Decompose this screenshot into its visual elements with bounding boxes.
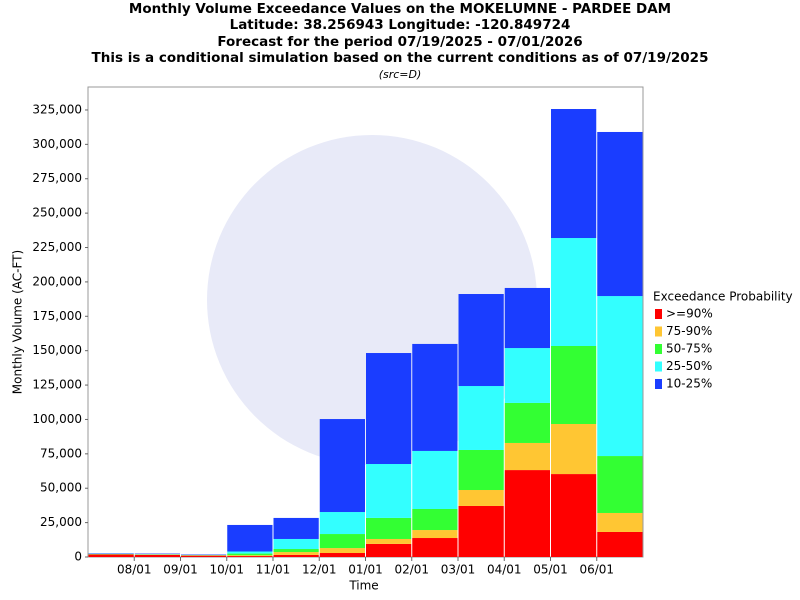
legend-swatch xyxy=(655,309,662,319)
y-tick-label: 250,000 xyxy=(32,206,82,220)
bar-segment xyxy=(88,554,134,557)
bar-segment xyxy=(412,343,458,451)
bar-segment xyxy=(412,508,458,531)
bar-segment xyxy=(366,517,412,539)
bar-segment xyxy=(458,386,504,450)
bar-segment xyxy=(458,490,504,506)
chart-title: Monthly Volume Exceedance Values on the … xyxy=(129,1,671,17)
bar-segment xyxy=(227,553,273,556)
bar-segment xyxy=(227,524,273,552)
legend-label: 10-25% xyxy=(666,377,712,391)
y-tick-label: 125,000 xyxy=(32,378,82,392)
y-tick-label: 275,000 xyxy=(32,171,82,185)
bar-segment xyxy=(551,238,597,347)
subtitle: Forecast for the period 07/19/2025 - 07/… xyxy=(217,34,582,50)
bar-segment xyxy=(458,449,504,491)
x-tick-label: 11/01 xyxy=(256,563,291,577)
y-tick-label: 0 xyxy=(74,550,82,564)
x-tick-label: 01/01 xyxy=(348,563,383,577)
bar-segment xyxy=(319,553,365,557)
legend-swatch xyxy=(655,326,662,337)
bar-segment xyxy=(412,450,458,509)
x-tick-label: 05/01 xyxy=(533,563,568,577)
bar-segment xyxy=(597,531,643,557)
bar-segment xyxy=(227,556,273,557)
y-tick-label: 100,000 xyxy=(32,412,82,426)
bar-segment xyxy=(597,296,643,457)
legend-label: 50-75% xyxy=(666,342,712,356)
bar-segment xyxy=(504,287,550,349)
x-tick-label: 06/01 xyxy=(579,563,614,577)
bar-segment xyxy=(597,131,643,297)
legend-label: >=90% xyxy=(666,307,713,321)
bar-segment xyxy=(504,348,550,403)
legend-label: 25-50% xyxy=(666,359,712,373)
legend-swatch xyxy=(655,361,662,372)
bar-segment xyxy=(134,554,180,557)
bar-segment xyxy=(319,534,365,549)
bar-segment xyxy=(458,294,504,387)
bar-segment xyxy=(227,551,273,554)
subtitle: Latitude: 38.256943 Longitude: -120.8497… xyxy=(230,17,571,33)
bar-segment xyxy=(273,517,319,539)
bar-segment xyxy=(181,555,227,557)
bar-segment xyxy=(412,530,458,539)
x-tick-label: 09/01 xyxy=(163,563,198,577)
x-tick-label: 02/01 xyxy=(394,563,429,577)
bar-segment xyxy=(273,554,319,557)
bar-segment xyxy=(319,548,365,554)
bar-segment xyxy=(366,464,412,518)
x-tick-label: 10/01 xyxy=(209,563,244,577)
bar-segment xyxy=(273,552,319,555)
legend-label: 75-90% xyxy=(666,324,712,338)
bar-segment xyxy=(504,402,550,443)
y-tick-label: 50,000 xyxy=(40,481,82,495)
bar-segment xyxy=(551,423,597,475)
bar-segment xyxy=(551,109,597,239)
x-tick-label: 03/01 xyxy=(441,563,476,577)
x-tick-label: 08/01 xyxy=(117,563,152,577)
x-tick-label: 04/01 xyxy=(487,563,522,577)
bar-segment xyxy=(458,505,504,557)
legend-title: Exceedance Probability xyxy=(653,290,793,304)
legend-swatch xyxy=(655,379,662,389)
bar-segment xyxy=(597,456,643,513)
bar-segment xyxy=(412,538,458,557)
y-axis-label: Monthly Volume (AC-FT) xyxy=(11,250,25,394)
bar-segment xyxy=(366,543,412,557)
source-note: (src=D) xyxy=(379,68,422,81)
bar-segment xyxy=(366,353,412,465)
subtitle: This is a conditional simulation based o… xyxy=(92,50,709,66)
y-tick-label: 200,000 xyxy=(32,274,82,288)
bar-segment xyxy=(319,512,365,535)
y-tick-label: 25,000 xyxy=(40,515,82,529)
x-tick-label: 12/01 xyxy=(302,563,337,577)
y-tick-label: 325,000 xyxy=(32,102,82,116)
y-tick-label: 75,000 xyxy=(40,446,82,460)
x-axis-label: Time xyxy=(348,579,378,593)
y-tick-label: 175,000 xyxy=(32,309,82,323)
y-tick-label: 150,000 xyxy=(32,343,82,357)
bar-segment xyxy=(273,538,319,550)
bar-segment xyxy=(366,538,412,544)
bar-segment xyxy=(551,346,597,424)
bar-segment xyxy=(504,470,550,557)
legend-swatch xyxy=(655,344,662,354)
bar-segment xyxy=(227,555,273,557)
y-tick-label: 225,000 xyxy=(32,240,82,254)
bar-segment xyxy=(319,419,365,513)
bar-segment xyxy=(273,549,319,553)
bar-segment xyxy=(551,474,597,557)
bar-segment xyxy=(504,442,550,471)
bar-segment xyxy=(597,512,643,532)
y-tick-label: 300,000 xyxy=(32,137,82,151)
